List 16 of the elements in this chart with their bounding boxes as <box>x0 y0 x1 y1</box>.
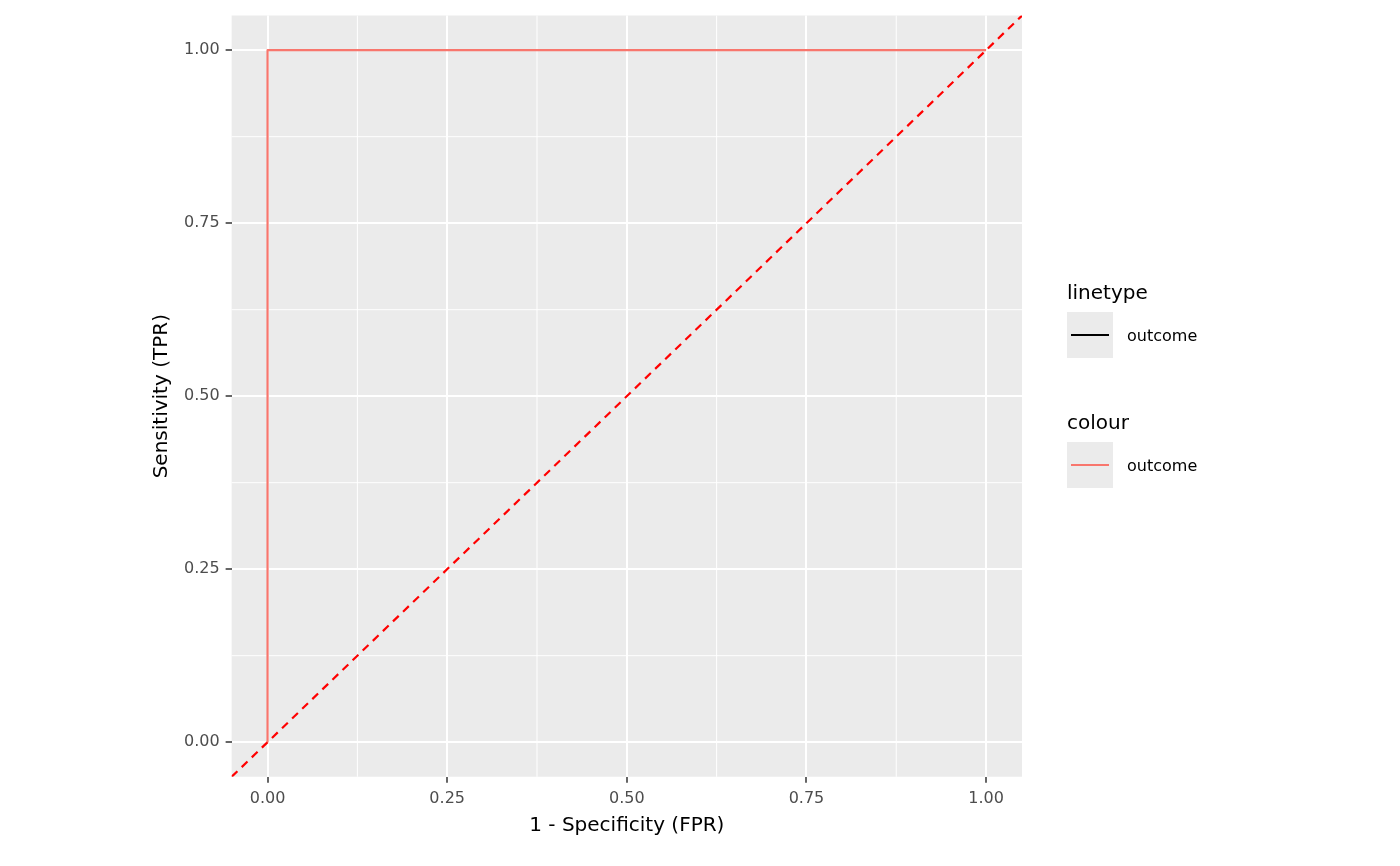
legend-label: outcome <box>1127 325 1198 345</box>
y-tick-label: 0.50 <box>184 385 220 405</box>
y-tick-label: 0.25 <box>184 558 220 578</box>
x-axis-title: 1 - Specificity (FPR) <box>529 812 725 837</box>
y-tick-label: 0.00 <box>184 731 220 751</box>
x-tick-label: 0.00 <box>249 787 286 807</box>
x-tick-label: 0.75 <box>788 787 825 807</box>
x-tick-label: 0.50 <box>609 787 645 807</box>
legend-label: outcome <box>1127 455 1198 475</box>
x-tick-label: 1.00 <box>968 787 1004 807</box>
text: colour <box>1067 410 1130 434</box>
y-tick-label: 1.00 <box>184 39 220 59</box>
legend-title: linetype <box>1067 280 1149 304</box>
y-tick-label: 0.75 <box>184 212 220 232</box>
y-axis-title: Sensitivity (TPR) <box>148 314 173 479</box>
x-tick-label: 0.25 <box>429 787 465 807</box>
